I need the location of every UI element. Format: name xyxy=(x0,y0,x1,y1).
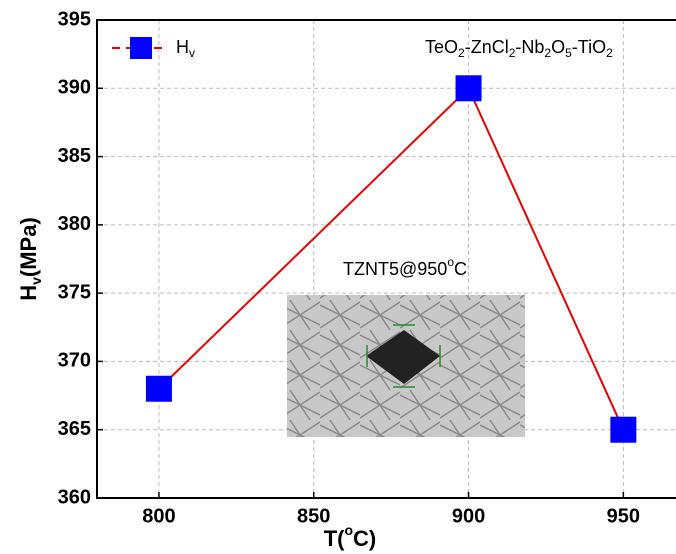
ann-sub: 2 xyxy=(509,46,516,60)
x-label-text: T( xyxy=(324,526,345,551)
y-label-sub: v xyxy=(28,277,44,285)
ann-sub: 5 xyxy=(565,46,572,60)
x-tick-label: 800 xyxy=(142,505,175,527)
x-label-text: C) xyxy=(353,526,376,551)
marker xyxy=(145,375,172,402)
ann-text: TeO xyxy=(425,37,458,57)
x-label-sup: o xyxy=(344,522,353,538)
y-tick-label: 380 xyxy=(58,213,91,235)
ann-sub: 2 xyxy=(458,46,465,60)
legend-marker xyxy=(130,37,152,59)
legend-sub: v xyxy=(189,46,195,60)
marker xyxy=(610,416,637,443)
indent-marks xyxy=(366,324,441,388)
y-tick-label: 360 xyxy=(58,486,91,508)
legend: Hv xyxy=(112,37,195,60)
ann-sub: 2 xyxy=(606,46,613,60)
y-axis-label: Hv(MPa) xyxy=(16,217,44,301)
ann-text: O xyxy=(551,37,565,57)
legend-label: Hv xyxy=(176,37,195,60)
x-tick-label: 950 xyxy=(607,505,640,527)
y-label-text: (MPa) xyxy=(16,217,41,277)
annotation: TeO2-ZnCl2-Nb2O5-TiO2 xyxy=(425,37,613,60)
indent xyxy=(366,330,440,384)
marker xyxy=(455,75,482,102)
ann-text: -TiO xyxy=(572,37,606,57)
ann-text: -Nb xyxy=(515,37,544,57)
ann-text: -ZnCl xyxy=(465,37,509,57)
inset-label-text: TZNT5@950 xyxy=(343,259,447,279)
y-tick-label: 395 xyxy=(58,8,91,30)
plot xyxy=(145,75,637,443)
x-axis-label: T(oC) xyxy=(324,522,377,551)
inset-image xyxy=(287,295,525,437)
inset-label-text: C xyxy=(454,259,467,279)
inset-label-sup: o xyxy=(447,255,454,269)
ann-sub: 2 xyxy=(544,46,551,60)
x-tick-label: 850 xyxy=(297,505,330,527)
legend-text: H xyxy=(176,37,189,57)
y-tick-label: 375 xyxy=(58,281,91,303)
y-label-text: H xyxy=(16,285,41,301)
grid xyxy=(96,19,676,499)
y-tick-label: 385 xyxy=(58,145,91,167)
inset-label: TZNT5@950oC xyxy=(343,255,467,279)
y-tick-label: 390 xyxy=(58,77,91,99)
axis xyxy=(96,19,676,499)
x-tick-label: 900 xyxy=(452,505,485,527)
y-tick-label: 365 xyxy=(58,418,91,440)
y-tick-label: 370 xyxy=(58,350,91,372)
